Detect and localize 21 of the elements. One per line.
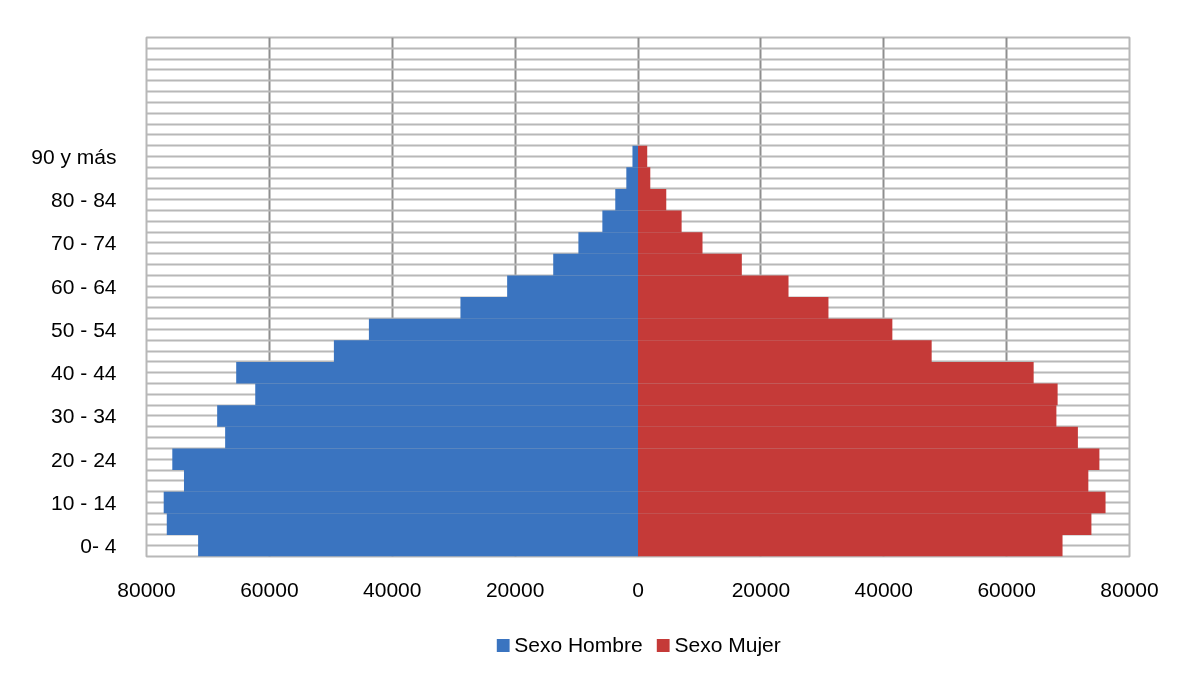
y-tick-label: 0- 4 xyxy=(80,534,117,558)
x-tick-label: 80000 xyxy=(1100,577,1159,601)
y-tick-label: 70 - 74 xyxy=(51,231,117,255)
y-tick-label: 50 - 54 xyxy=(51,317,117,341)
y-tick-label: 10 - 14 xyxy=(51,490,117,514)
y-tick-label: 90 y más xyxy=(31,144,117,168)
x-tick-label: 80000 xyxy=(117,577,176,601)
x-tick-label: 60000 xyxy=(977,577,1036,601)
y-tick-label: 60 - 64 xyxy=(51,274,117,298)
legend-label: Sexo Mujer xyxy=(674,632,781,657)
x-tick-label: 0 xyxy=(632,577,644,601)
x-tick-label: 40000 xyxy=(363,577,422,601)
x-tick-label: 20000 xyxy=(485,577,545,601)
y-tick-label: 30 - 34 xyxy=(51,404,117,428)
x-tick-label: 20000 xyxy=(731,577,791,601)
y-tick-label: 40 - 44 xyxy=(51,361,117,385)
legend-label: Sexo Hombre xyxy=(514,632,643,657)
y-tick-label: 80 - 84 xyxy=(51,188,117,212)
y-tick-label: 20 - 24 xyxy=(51,447,117,471)
x-tick-label: 60000 xyxy=(240,577,299,601)
x-tick-label: 40000 xyxy=(854,577,913,601)
